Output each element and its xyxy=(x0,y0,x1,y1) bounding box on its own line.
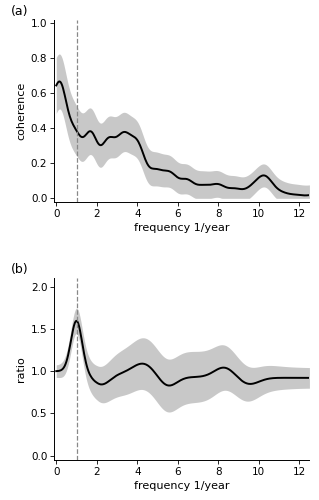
X-axis label: frequency 1/year: frequency 1/year xyxy=(134,481,230,491)
Text: (a): (a) xyxy=(11,5,28,18)
Text: (b): (b) xyxy=(11,264,28,276)
Y-axis label: coherence: coherence xyxy=(17,82,26,140)
X-axis label: frequency 1/year: frequency 1/year xyxy=(134,223,230,233)
Y-axis label: ratio: ratio xyxy=(17,356,26,382)
